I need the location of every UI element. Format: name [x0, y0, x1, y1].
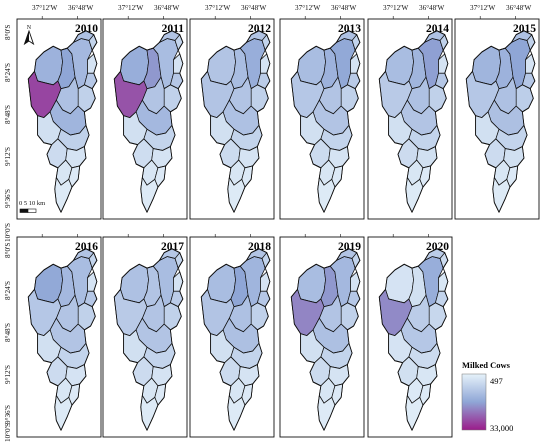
region-outline	[290, 30, 361, 213]
region-outline	[113, 30, 184, 213]
map-panel: 2017	[102, 234, 188, 438]
lon-label: 36°48'W	[68, 4, 94, 12]
map-panels: 2010 2011 2012 2013 2014 2015 2016 2017 2018 2019…	[16, 16, 540, 438]
lat-label: 10°0'S	[4, 423, 12, 442]
year-label: 2015	[513, 23, 536, 35]
map-panel: 2010	[16, 16, 102, 220]
lon-label: 36°48'W	[419, 4, 445, 12]
year-label: 2012	[248, 23, 271, 35]
lon-labels-top: 37°12'W 36°48'W 37°12'W 36°48'W 37°12'W …	[32, 4, 532, 12]
lat-label: 8°24'S	[4, 63, 12, 82]
scale-bar-label: 0 5 10 km	[19, 200, 45, 207]
map-panel: 2015	[454, 16, 540, 220]
year-label: 2011	[162, 23, 185, 35]
region-outline	[378, 248, 449, 431]
year-label: 2014	[426, 23, 449, 35]
legend-max-label: 497	[490, 376, 503, 386]
lat-label: 8°24'S	[4, 281, 12, 300]
map-panel: 2011	[102, 16, 188, 220]
year-label: 2020	[426, 241, 449, 253]
lon-label: 37°12'W	[205, 4, 231, 12]
year-label: 2019	[338, 241, 361, 253]
north-label: N	[27, 25, 32, 31]
lat-labels-top: 8°0'S 8°24'S 8°48'S 9°12'S 9°36'S 10°0'S	[4, 25, 12, 242]
lon-label: 37°12'W	[118, 4, 144, 12]
legend-colorbar	[461, 373, 487, 431]
year-label: 2018	[248, 241, 271, 253]
year-label: 2017	[161, 241, 184, 253]
lat-label: 9°12'S	[4, 147, 12, 166]
lon-label: 36°48'W	[331, 4, 357, 12]
north-arrow-icon: N	[23, 25, 35, 46]
region-outline	[200, 248, 271, 431]
region-outline	[27, 30, 98, 213]
region-outline	[290, 248, 361, 431]
year-label: 2013	[338, 23, 361, 35]
lon-label: 37°12'W	[383, 4, 409, 12]
legend-title: Milked Cows	[462, 360, 511, 370]
region-outline	[113, 248, 184, 431]
region-outline	[27, 248, 98, 431]
map-panel: 2019	[279, 234, 365, 438]
lat-label: 9°12'S	[4, 365, 12, 384]
legend-min-label: 33,000	[490, 423, 513, 433]
lat-label: 9°36'S	[4, 405, 12, 424]
map-panel: 2013	[279, 16, 365, 220]
map-panel: 2018	[189, 234, 275, 438]
lon-label: 36°48'W	[506, 4, 532, 12]
lon-label: 37°12'W	[32, 4, 58, 12]
map-panel: 2014	[367, 16, 453, 220]
lon-label: 37°12'W	[470, 4, 496, 12]
map-panel: 2012	[189, 16, 275, 220]
lat-label: 8°48'S	[4, 105, 12, 124]
region-outline	[378, 30, 449, 213]
lat-label: 8°48'S	[4, 323, 12, 342]
region-outline	[200, 30, 271, 213]
lon-label: 36°48'W	[154, 4, 180, 12]
year-label: 2010	[75, 23, 98, 35]
map-panel: 2020	[367, 234, 453, 438]
lat-label: 8°0'S	[4, 243, 12, 258]
legend: Milked Cows 497 33,000	[461, 360, 513, 433]
year-label: 2016	[75, 241, 98, 253]
lat-label: 9°36'S	[4, 189, 12, 208]
map-panel: 2016	[16, 234, 102, 438]
lat-label: 8°0'S	[4, 25, 12, 40]
lon-label: 36°48'W	[241, 4, 267, 12]
lat-labels-bottom: 8°0'S 8°24'S 8°48'S 9°12'S 9°36'S 10°0'S	[4, 243, 12, 442]
lat-label: 10°0'S	[4, 223, 12, 242]
lon-label: 37°12'W	[295, 4, 321, 12]
scale-bar: 0 5 10 km	[19, 200, 45, 213]
region-outline	[465, 30, 536, 213]
